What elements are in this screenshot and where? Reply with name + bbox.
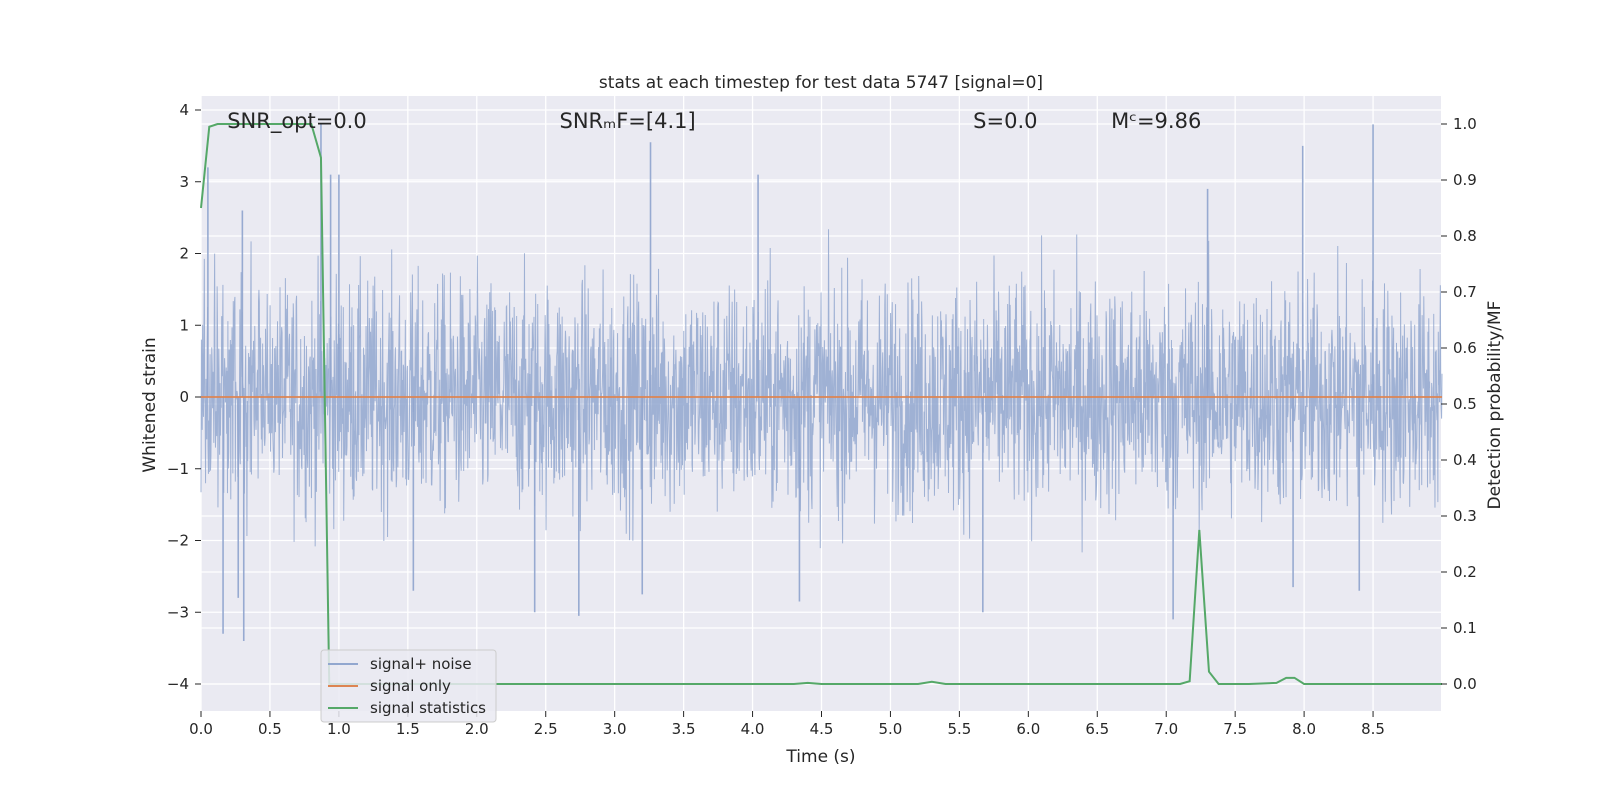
legend-label-signal-statistics: signal statistics (370, 699, 486, 717)
y-left-tick-label-6: −2 (167, 532, 189, 550)
y-right-tick-label-5: 0.5 (1453, 395, 1477, 413)
annotation-2: S=0.0 (973, 109, 1037, 133)
x-tick-label-9: 4.5 (810, 720, 834, 738)
y-right-tick-label-3: 0.7 (1453, 283, 1477, 301)
series-signal-statistics (200, 123, 1442, 685)
x-tick-label-17: 8.5 (1361, 720, 1385, 738)
y-ticks-right: 1.0 0.9 0.8 0.7 0.6 0.5 0.4 0.3 0.2 0.1 0.0 (1441, 115, 1477, 693)
series-signal-plus-noise-line (200, 229, 1443, 553)
x-tick-label-14: 7.0 (1154, 720, 1178, 738)
y-right-tick-label-6: 0.4 (1453, 451, 1477, 469)
annotation-3: Mᶜ=9.86 (1111, 109, 1201, 133)
x-tick-label-6: 3.0 (603, 720, 627, 738)
y-left-tick-label-3: 1 (179, 316, 189, 334)
y-left-tick-label-1: 3 (179, 173, 189, 191)
x-tick-label-10: 5.0 (879, 720, 903, 738)
y-right-tick-label-8: 0.2 (1453, 563, 1477, 581)
x-tick-label-7: 3.5 (672, 720, 696, 738)
x-tick-label-12: 6.0 (1016, 720, 1040, 738)
x-tick-label-4: 2.0 (465, 720, 489, 738)
x-ticks: 0.0 0.5 1.0 1.5 2.0 2.5 3.0 3.5 4.0 4.5 5.0 5.5 6.0 6… (189, 711, 1385, 738)
x-tick-label-2: 1.0 (327, 720, 351, 738)
y-left-tick-label-0: 4 (179, 101, 189, 119)
x-tick-label-5: 2.5 (534, 720, 558, 738)
y-left-tick-label-2: 2 (179, 245, 189, 263)
x-tick-label-13: 6.5 (1085, 720, 1109, 738)
y-right-tick-label-9: 0.1 (1453, 619, 1477, 637)
y-right-tick-label-2: 0.8 (1453, 227, 1477, 245)
y-right-tick-label-1: 0.9 (1453, 171, 1477, 189)
x-axis-label: Time (s) (785, 747, 855, 767)
legend-box (320, 649, 497, 723)
x-tick-label-8: 4.0 (741, 720, 765, 738)
y-left-tick-label-8: −4 (167, 675, 189, 693)
series-signal-statistics-line (200, 123, 1442, 685)
legend-label-signal-plus-noise: signal+ noise (370, 655, 472, 673)
legend: signal+ noise signal only signal statist… (320, 649, 497, 723)
y-left-tick-label-7: −3 (167, 603, 189, 621)
annotations: SNR_opt=0.0 SNRₘF=[4.1] S=0.0 Mᶜ=9.86 (227, 109, 1201, 134)
x-tick-label-16: 8.0 (1292, 720, 1316, 738)
x-tick-label-15: 7.5 (1223, 720, 1247, 738)
x-tick-label-0: 0.0 (189, 720, 213, 738)
y-ticks-left: 4 3 2 1 0 −1 −2 −3 −4 (167, 101, 201, 693)
y-right-tick-label-4: 0.6 (1453, 339, 1477, 357)
y-right-tick-label-0: 1.0 (1453, 115, 1477, 133)
x-tick-label-1: 0.5 (258, 720, 282, 738)
y-axis-label-right: Detection probability/MF (1485, 301, 1505, 510)
y-right-tick-label-10: 0.0 (1453, 675, 1477, 693)
annotation-0: SNR_opt=0.0 (227, 109, 367, 134)
y-left-tick-label-5: −1 (167, 460, 189, 478)
x-tick-label-3: 1.5 (396, 720, 420, 738)
legend-label-signal-only: signal only (370, 677, 451, 695)
x-tick-label-11: 5.5 (947, 720, 971, 738)
y-left-tick-label-4: 0 (179, 388, 189, 406)
chart-title: stats at each timestep for test data 574… (599, 73, 1043, 93)
y-axis-label-left: Whitened strain (140, 337, 160, 472)
y-right-tick-label-7: 0.3 (1453, 507, 1477, 525)
annotation-1: SNRₘF=[4.1] (560, 109, 696, 133)
